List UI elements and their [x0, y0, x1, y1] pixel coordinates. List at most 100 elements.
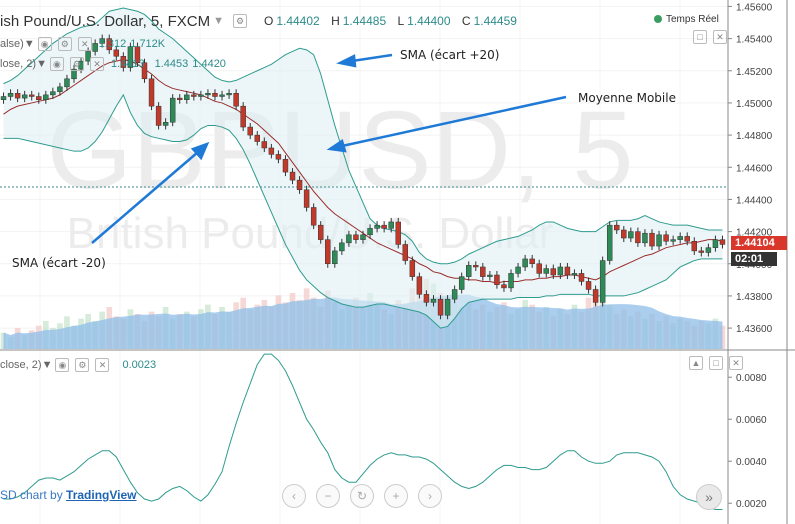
- price-axis-label: 1.44400: [736, 195, 773, 206]
- scroll-to-realtime-button[interactable]: »: [696, 484, 722, 510]
- candle: [508, 269, 514, 292]
- candle-body: [205, 93, 211, 96]
- eye-icon[interactable]: ◉: [55, 358, 70, 372]
- settings-icon[interactable]: ⚙: [75, 358, 90, 372]
- candle-body: [451, 289, 458, 300]
- candle-body: [289, 171, 296, 181]
- candle: [430, 295, 437, 307]
- candle-body: [247, 126, 253, 136]
- candle-body: [367, 228, 373, 236]
- candle: [677, 232, 683, 244]
- pane-toolbar-lower: ▲ □ ✕: [686, 356, 746, 370]
- candle: [162, 118, 169, 130]
- candle: [205, 89, 211, 99]
- zoom-out-button[interactable]: −: [316, 484, 340, 508]
- eye-icon[interactable]: ◉: [49, 57, 64, 71]
- ohlc-open: 1.44402: [276, 14, 320, 28]
- price-axis-labels[interactable]: 1.45600 1.45400 1.45200 1.45000 1.44800 1.446…: [728, 2, 773, 335]
- maximize-icon[interactable]: □: [693, 30, 707, 44]
- candle-body: [99, 38, 105, 44]
- candle: [522, 254, 528, 271]
- candle: [642, 229, 648, 247]
- bollinger-upper: 1.4453: [154, 58, 189, 70]
- candle-body: [501, 284, 507, 289]
- eye-icon[interactable]: ◉: [37, 37, 52, 51]
- candle: [310, 203, 317, 230]
- chevron-down-icon[interactable]: ▼: [41, 359, 53, 371]
- candle-body: [585, 281, 592, 290]
- candle-body: [388, 221, 394, 229]
- oscillator-axis-label: 0.0040: [736, 457, 767, 468]
- candle-body: [7, 93, 14, 97]
- candle-body: [374, 224, 380, 229]
- candle: [43, 90, 49, 104]
- price-axis-label: 1.45400: [736, 35, 773, 46]
- candle: [501, 280, 507, 292]
- chevron-down-icon[interactable]: ▼: [36, 58, 47, 70]
- candle: [106, 34, 112, 54]
- chevron-down-icon[interactable]: ▼: [213, 15, 224, 27]
- candle: [212, 89, 218, 101]
- candle: [515, 262, 521, 278]
- candle: [543, 264, 549, 278]
- oscillator-axis-labels[interactable]: 0.0080 0.0060 0.0040 0.0020: [728, 373, 767, 510]
- settings-icon[interactable]: ⚙: [232, 14, 247, 28]
- candle: [155, 102, 162, 130]
- live-dot-icon: [654, 15, 662, 23]
- price-axis-label: 1.45200: [736, 67, 773, 78]
- candle: [592, 285, 599, 307]
- close-icon[interactable]: ✕: [77, 37, 92, 51]
- candle: [282, 155, 289, 177]
- candle: [409, 256, 416, 281]
- zoom-in-button[interactable]: +: [384, 484, 408, 508]
- close-icon[interactable]: ✕: [89, 57, 104, 71]
- candle-body: [36, 96, 42, 100]
- candle-body: [705, 247, 712, 253]
- candle-body: [402, 244, 409, 261]
- close-icon[interactable]: ✕: [729, 356, 743, 370]
- candle: [289, 168, 296, 185]
- arrow-moving-average-head: [326, 139, 347, 153]
- candle-body: [261, 141, 268, 149]
- close-icon[interactable]: ✕: [713, 30, 727, 44]
- candle: [346, 230, 352, 247]
- candle-body: [480, 266, 486, 277]
- candle-body: [635, 231, 641, 244]
- candle: [332, 246, 338, 268]
- candle-body: [606, 224, 613, 261]
- candle: [374, 221, 380, 233]
- symbol-title[interactable]: ish Pound/U.S. Dollar, 5, FXCM: [0, 12, 211, 30]
- settings-icon[interactable]: ⚙: [69, 57, 84, 71]
- candle-body: [628, 231, 634, 239]
- candle-body: [423, 294, 430, 303]
- ohlc-close: 1.44459: [473, 14, 517, 28]
- candle: [494, 270, 500, 289]
- price-axis-label: 1.45600: [736, 2, 773, 13]
- ohlc-high: 1.44485: [342, 14, 387, 28]
- reset-button[interactable]: ↻: [350, 484, 374, 508]
- chevron-down-icon[interactable]: ▼: [23, 38, 35, 50]
- scroll-left-button[interactable]: ‹: [282, 484, 306, 508]
- candle-body: [677, 236, 683, 240]
- candle: [226, 89, 232, 99]
- oscillator-axis-label: 0.0020: [736, 499, 767, 510]
- scroll-right-button[interactable]: ›: [418, 484, 442, 508]
- candle: [599, 256, 606, 307]
- tradingview-link[interactable]: TradingView: [66, 488, 137, 502]
- candle-body: [106, 38, 112, 51]
- maximize-icon[interactable]: □: [709, 356, 723, 370]
- arrow-up-icon[interactable]: ▲: [689, 356, 703, 370]
- oscillator-axis-label: 0.0060: [736, 415, 767, 426]
- candle-body: [155, 105, 162, 126]
- candle-body: [113, 49, 120, 57]
- oscillator-value: 0.0023: [122, 359, 157, 371]
- candle-body: [360, 234, 366, 240]
- close-icon[interactable]: ✕: [95, 358, 110, 372]
- bollinger-basis: 1.4413: [110, 58, 145, 70]
- candle-body: [162, 121, 169, 126]
- footer-prefix: SD chart by: [0, 488, 67, 502]
- candle-body: [43, 94, 49, 100]
- settings-icon[interactable]: ⚙: [57, 37, 72, 51]
- candle: [656, 230, 662, 251]
